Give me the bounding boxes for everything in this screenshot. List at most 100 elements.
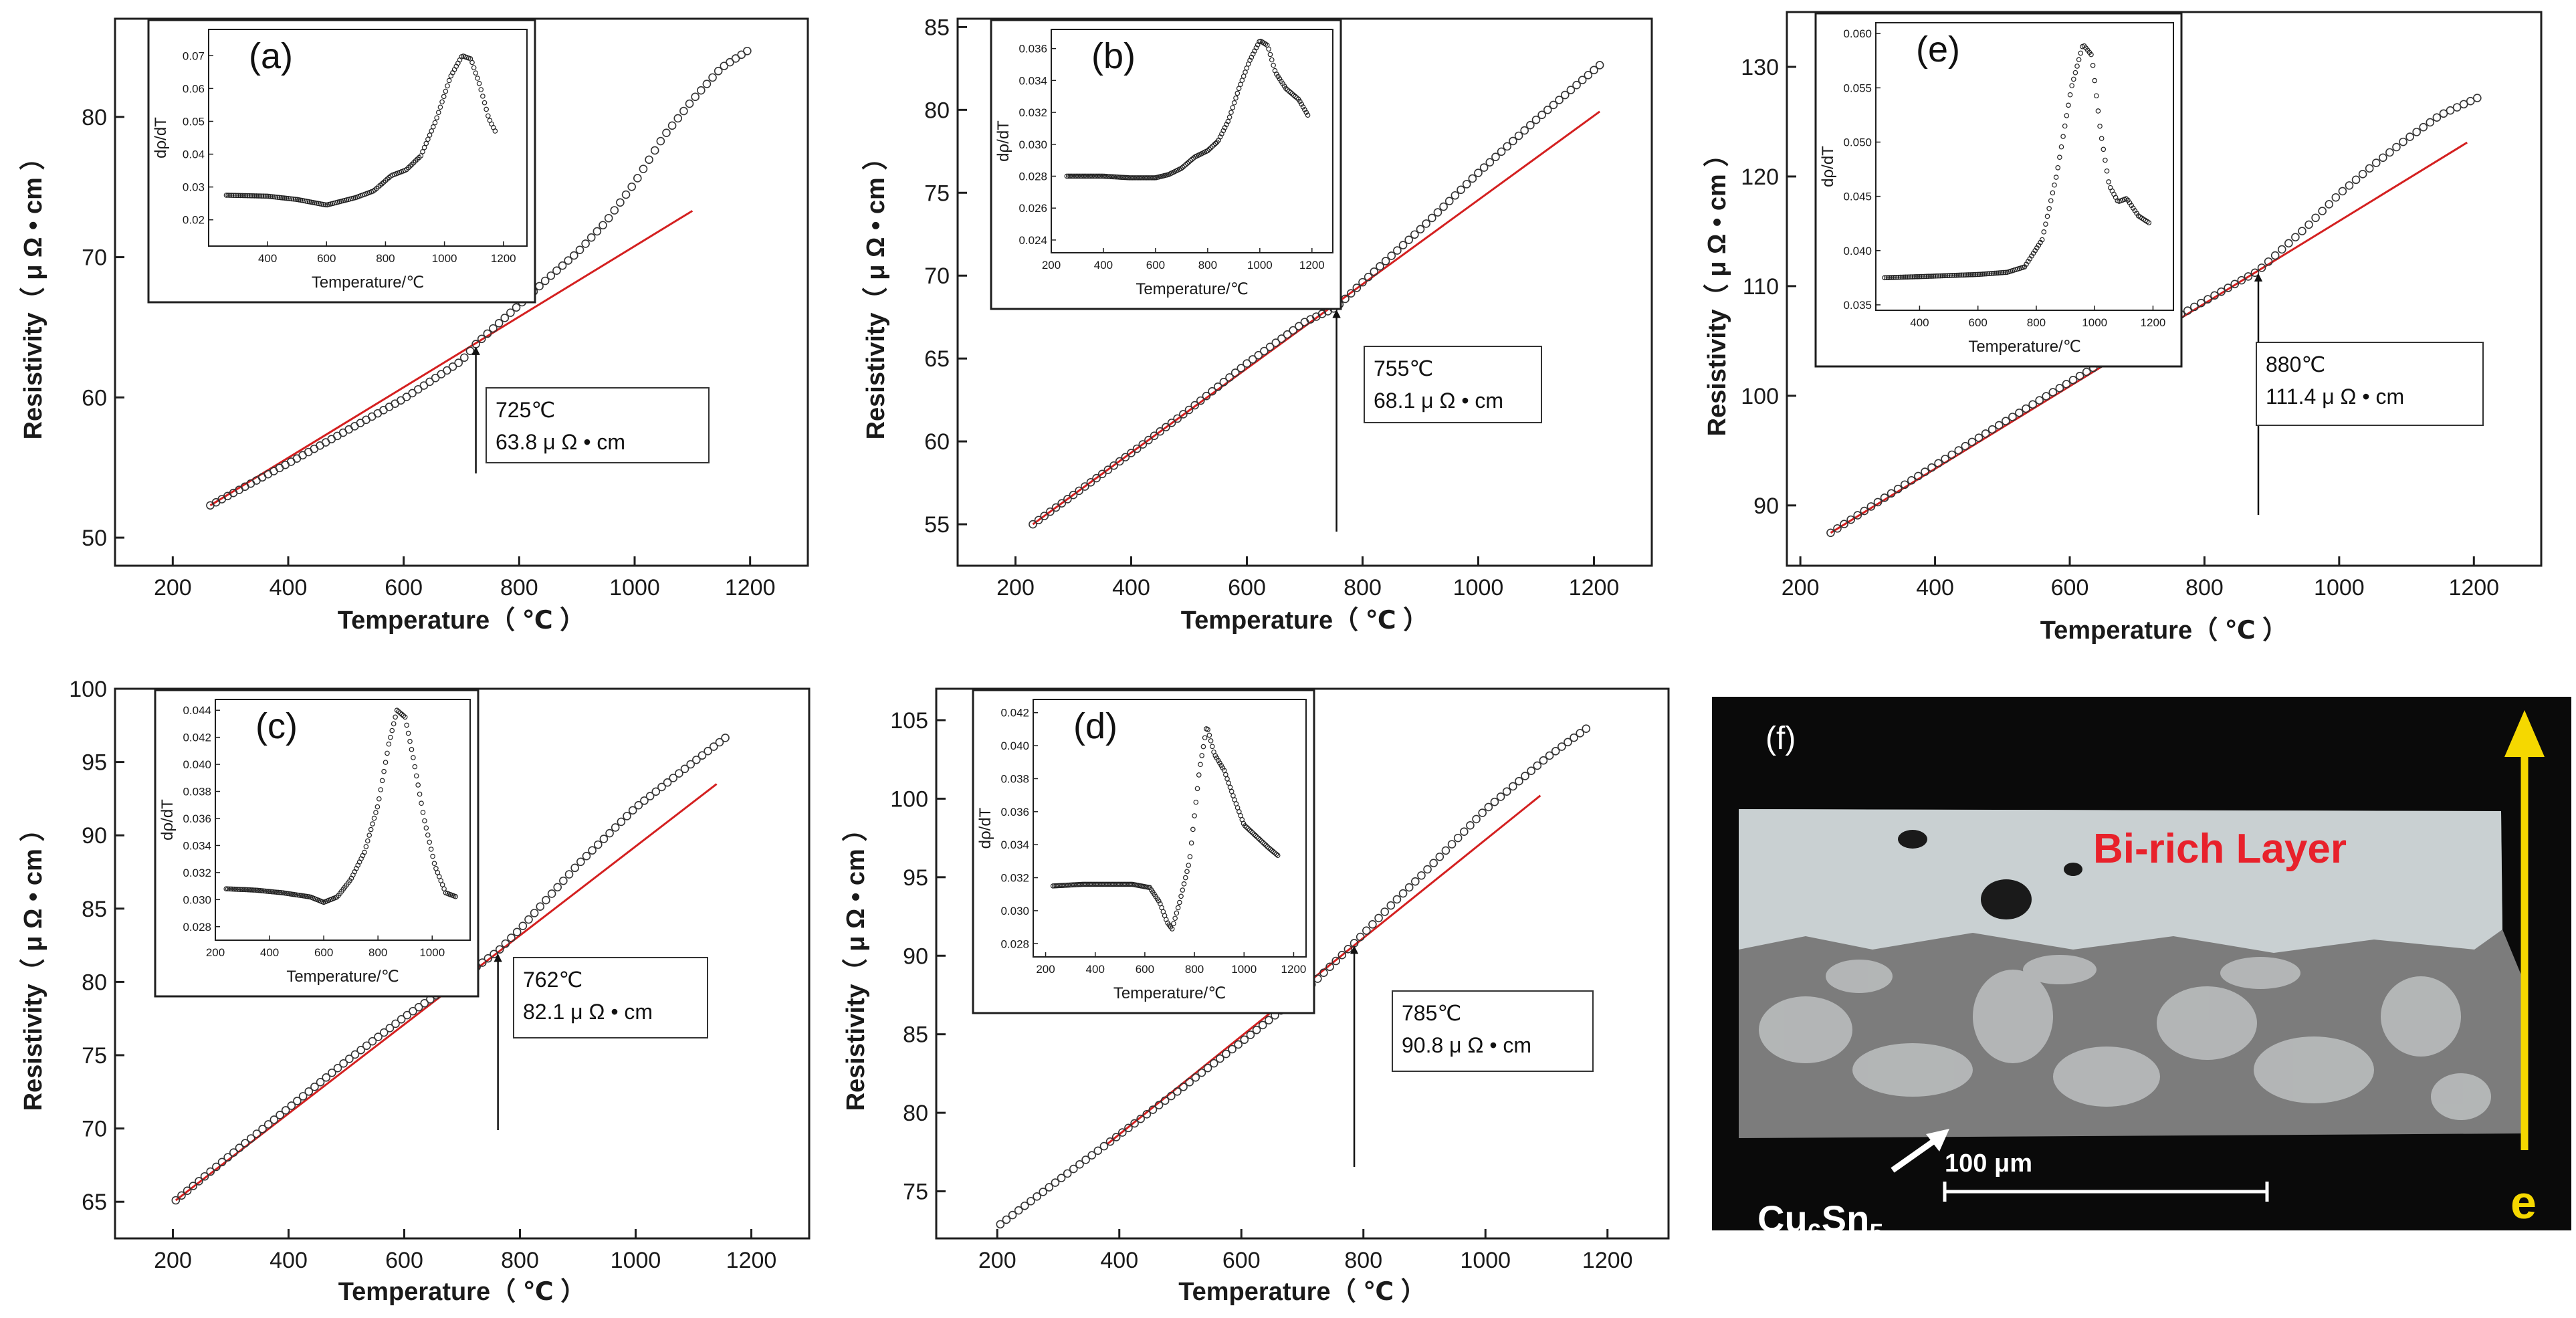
inset-point-e-95 (2048, 198, 2054, 203)
inset-point-b-42 (1130, 175, 1136, 181)
data-point-c-5 (200, 1172, 209, 1181)
annotation-resistivity-e: 111.4 μ Ω • cm (2266, 385, 2404, 409)
data-point-c-18 (276, 1111, 284, 1119)
annotation-resistivity-b: 68.1 μ Ω • cm (1374, 389, 1503, 413)
data-point-c-19 (281, 1106, 290, 1115)
data-point-e-73 (2318, 207, 2327, 215)
data-point-d-35 (1209, 1059, 1218, 1068)
inset-point-c-25 (264, 888, 270, 894)
inset-point-d-141 (1260, 840, 1266, 845)
inset-y-tick-label-e-1: 0.040 (1843, 245, 1872, 257)
data-point-a-45 (465, 346, 475, 355)
inset-point-e-107 (2069, 83, 2074, 88)
data-point-a-83 (685, 99, 694, 108)
data-point-c-93 (709, 742, 718, 751)
data-point-a-51 (500, 314, 510, 322)
data-point-c-40 (403, 1010, 412, 1020)
inset-point-a-1 (225, 193, 231, 198)
inset-x-tick-label-d-2: 600 (1136, 963, 1154, 976)
inset-point-c-94 (377, 796, 382, 802)
inset-y-tick-label-b-0: 0.024 (1018, 234, 1047, 247)
data-point-d-77 (1466, 821, 1475, 830)
x-axis-title-a: Temperature（ ℃ ） (338, 607, 586, 635)
data-point-c-10 (229, 1148, 238, 1157)
data-point-d-1 (1002, 1215, 1011, 1224)
data-point-e-0 (1826, 528, 1835, 538)
inset-point-b-142 (1286, 88, 1292, 94)
data-point-b-44 (1283, 330, 1292, 339)
inset-point-e-66 (1998, 270, 2003, 276)
x-tick-label-d-4: 1000 (1460, 1248, 1511, 1273)
data-point-c-37 (385, 1024, 395, 1032)
data-point-c-64 (542, 895, 550, 905)
inset-point-b-104 (1226, 114, 1232, 120)
inset-point-a-39 (292, 197, 298, 202)
inset-y-tick-label-a-4: 0.06 (183, 82, 205, 95)
data-point-c-3 (189, 1182, 198, 1190)
data-point-e-10 (1893, 484, 1903, 493)
inset-point-b-41 (1128, 175, 1134, 181)
inset-point-e-9 (1897, 274, 1903, 280)
inset-point-e-125 (2101, 146, 2107, 152)
inset-point-a-119 (434, 115, 439, 120)
inset-point-b-79 (1188, 158, 1193, 164)
y-tick-label-a-2: 70 (82, 245, 107, 271)
inset-point-b-146 (1293, 94, 1298, 100)
inset-point-d-146 (1267, 847, 1273, 852)
data-point-e-21 (1967, 437, 1977, 447)
inset-frame-outer-b (990, 19, 1342, 310)
inset-plot-area-c (215, 699, 471, 941)
x-tick-label-e-5: 1200 (2448, 575, 2499, 600)
inset-point-b-48 (1139, 175, 1145, 181)
inset-point-d-102 (1202, 735, 1208, 741)
data-point-b-87 (1531, 115, 1541, 124)
inset-point-e-101 (2058, 144, 2064, 150)
data-point-b-93 (1566, 86, 1576, 94)
inset-point-e-53 (1975, 271, 1980, 278)
y-tick-label-e-4: 130 (1741, 55, 1779, 80)
data-point-a-72 (621, 190, 631, 199)
x-tick-label-a-2: 600 (385, 575, 423, 600)
data-point-b-12 (1097, 469, 1107, 479)
x-tick-label-b-1: 400 (1112, 575, 1150, 600)
data-point-e-33 (2048, 388, 2058, 397)
cu6sn5-subscript-1: 6 (1808, 1219, 1822, 1247)
inset-point-a-147 (484, 106, 489, 112)
inset-point-d-137 (1254, 834, 1260, 840)
inset-point-b-39 (1125, 175, 1131, 181)
inset-point-b-24 (1101, 173, 1107, 179)
inset-point-d-100 (1199, 753, 1205, 758)
inset-point-e-27 (1929, 273, 1935, 279)
x-tick-label-c-5: 1200 (726, 1248, 777, 1273)
inset-point-c-117 (413, 773, 419, 779)
inset-point-b-131 (1269, 57, 1275, 63)
data-point-d-19 (1111, 1133, 1121, 1141)
inset-point-c-116 (412, 764, 418, 770)
inset-y-tick-label-c-4: 0.036 (183, 812, 211, 825)
inset-x-tick-label-d-0: 200 (1036, 963, 1055, 976)
data-point-d-56 (1337, 950, 1347, 960)
inset-point-e-93 (2044, 213, 2050, 219)
inset-point-d-131 (1245, 826, 1251, 831)
inset-point-e-6 (1892, 275, 1898, 280)
inset-point-d-133 (1248, 829, 1254, 835)
inset-plot-area-a (208, 29, 528, 247)
bi-rich-layer-label: Bi-rich Layer (2093, 826, 2347, 872)
data-point-d-22 (1130, 1119, 1139, 1128)
data-point-d-3 (1014, 1206, 1023, 1215)
inset-point-c-100 (386, 741, 392, 747)
inset-point-e-46 (1962, 272, 1968, 278)
data-point-a-53 (512, 303, 521, 312)
data-point-c-13 (246, 1134, 255, 1143)
data-point-d-25 (1148, 1105, 1158, 1114)
inset-point-e-34 (1941, 273, 1947, 279)
data-point-d-10 (1057, 1174, 1066, 1182)
inset-point-d-101 (1200, 744, 1206, 750)
inset-point-a-120 (435, 110, 441, 116)
data-point-c-26 (322, 1073, 331, 1082)
data-point-c-22 (298, 1092, 308, 1101)
x-axis-title-e: Temperature（ ℃ ） (2040, 617, 2288, 645)
inset-point-a-30 (276, 195, 282, 201)
inset-point-a-24 (266, 193, 272, 199)
inset-point-d-104 (1205, 727, 1210, 732)
